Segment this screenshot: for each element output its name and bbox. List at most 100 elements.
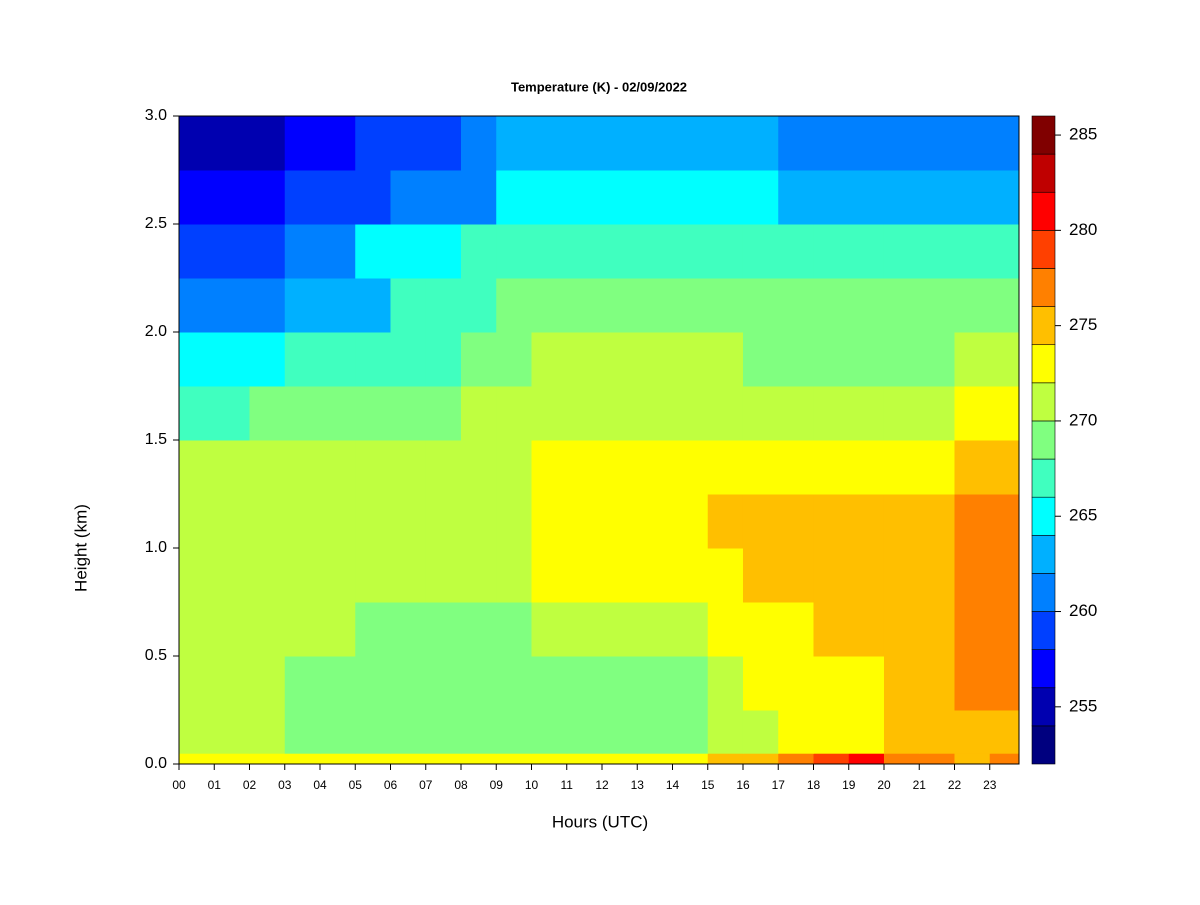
x-axis-label: Hours (UTC)	[552, 812, 648, 831]
heatmap-cell	[531, 548, 568, 603]
heatmap-cell	[954, 278, 991, 333]
heatmap-cell	[989, 602, 1020, 657]
heatmap-cell	[566, 332, 603, 387]
heatmap-cell	[848, 332, 885, 387]
heatmap-cell	[355, 170, 391, 225]
heatmap-cell	[390, 386, 427, 441]
x-tick-label: 05	[349, 778, 363, 792]
heatmap-cell	[989, 170, 1020, 225]
x-tick-label: 21	[913, 778, 927, 792]
heatmap-cell	[883, 386, 920, 441]
heatmap-cell	[460, 224, 497, 279]
x-tick-label: 00	[172, 778, 186, 792]
heatmap-cell	[425, 602, 462, 657]
heatmap-cell	[319, 656, 356, 711]
heatmap-cell	[883, 440, 920, 495]
heatmap-cell	[954, 753, 991, 765]
colorbar-band	[1031, 420, 1056, 460]
y-axis-label: Height (km)	[71, 504, 90, 592]
x-tick-label: 20	[877, 778, 891, 792]
heatmap-cell	[284, 332, 321, 387]
colorbar-band	[1031, 344, 1056, 384]
chart-title: Temperature (K) - 02/09/2022	[511, 79, 687, 94]
heatmap-cell	[249, 710, 286, 754]
heatmap	[179, 116, 1020, 765]
heatmap-cell	[284, 710, 321, 754]
heatmap-cell	[813, 116, 850, 171]
heatmap-cell	[601, 116, 638, 171]
heatmap-cell	[496, 494, 532, 549]
x-tick-label: 07	[419, 778, 433, 792]
colorbar-band	[1031, 458, 1056, 498]
heatmap-cell	[179, 224, 215, 279]
heatmap-cell	[954, 170, 991, 225]
x-tick-label: 14	[666, 778, 680, 792]
heatmap-cell	[496, 116, 532, 171]
heatmap-cell	[672, 656, 709, 711]
heatmap-cell	[848, 224, 885, 279]
heatmap-cell	[214, 548, 250, 603]
heatmap-cell	[531, 332, 568, 387]
heatmap-cell	[742, 440, 779, 495]
heatmap-cell	[390, 656, 427, 711]
heatmap-cell	[813, 386, 850, 441]
heatmap-cell	[954, 494, 991, 549]
heatmap-cell	[566, 656, 603, 711]
heatmap-cell	[989, 494, 1020, 549]
heatmap-cell	[179, 332, 215, 387]
heatmap-cell	[989, 710, 1020, 754]
heatmap-cell	[954, 656, 991, 711]
heatmap-cell	[601, 440, 638, 495]
heatmap-cell	[989, 440, 1020, 495]
colorbar-band	[1031, 611, 1056, 650]
colorbar-tick-label: 275	[1069, 315, 1097, 334]
heatmap-cell	[954, 440, 991, 495]
colorbar-band	[1031, 496, 1056, 536]
heatmap-cell	[989, 753, 1020, 765]
heatmap-cell	[919, 170, 955, 225]
colorbar-band	[1031, 573, 1056, 612]
heatmap-cell	[460, 170, 497, 225]
heatmap-cell	[531, 116, 568, 171]
heatmap-cell	[742, 602, 779, 657]
heatmap-cell	[778, 710, 814, 754]
heatmap-cell	[284, 170, 321, 225]
heatmap-cell	[778, 753, 814, 765]
y-tick-label: 1.0	[145, 539, 167, 556]
heatmap-cell	[742, 710, 779, 754]
heatmap-cell	[460, 753, 497, 765]
heatmap-cell	[531, 440, 568, 495]
x-tick-label: 04	[313, 778, 327, 792]
heatmap-cell	[460, 710, 497, 754]
heatmap-cell	[496, 332, 532, 387]
heatmap-cell	[496, 386, 532, 441]
heatmap-cell	[742, 386, 779, 441]
heatmap-cell	[672, 548, 709, 603]
heatmap-cell	[778, 548, 814, 603]
heatmap-cell	[284, 440, 321, 495]
heatmap-cell	[813, 548, 850, 603]
heatmap-cell	[742, 278, 779, 333]
heatmap-cell	[813, 440, 850, 495]
heatmap-cell	[566, 170, 603, 225]
heatmap-cell	[637, 494, 673, 549]
heatmap-cell	[637, 440, 673, 495]
heatmap-cell	[672, 494, 709, 549]
heatmap-cell	[319, 602, 356, 657]
heatmap-cell	[601, 224, 638, 279]
heatmap-cell	[531, 602, 568, 657]
heatmap-cell	[355, 116, 391, 171]
heatmap-cell	[214, 278, 250, 333]
heatmap-cell	[214, 170, 250, 225]
heatmap-cell	[742, 753, 779, 765]
heatmap-cell	[672, 224, 709, 279]
heatmap-cell	[425, 656, 462, 711]
heatmap-cell	[813, 710, 850, 754]
heatmap-cell	[214, 116, 250, 171]
heatmap-cell	[601, 332, 638, 387]
heatmap-cell	[672, 440, 709, 495]
heatmap-cell	[848, 116, 885, 171]
heatmap-cell	[672, 278, 709, 333]
heatmap-cell	[637, 278, 673, 333]
heatmap-cell	[531, 224, 568, 279]
